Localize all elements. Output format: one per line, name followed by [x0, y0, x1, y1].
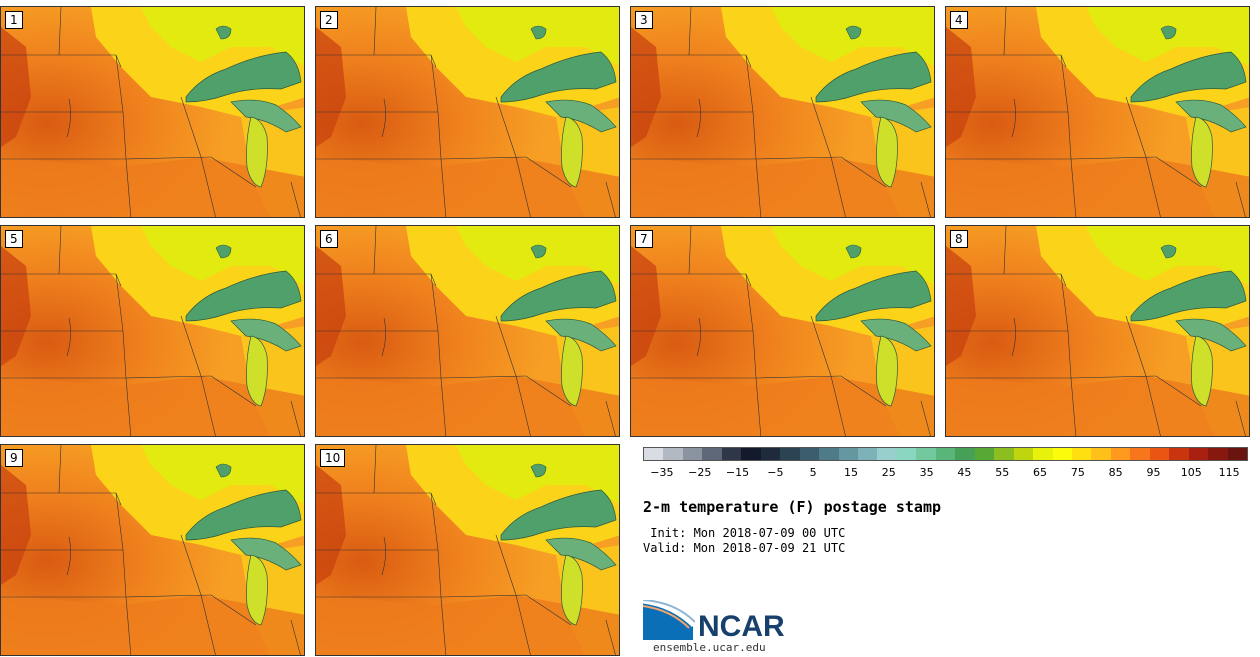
colorbar-tick-label: −25 — [688, 466, 712, 479]
colorbar-swatch — [1033, 448, 1053, 460]
temperature-map — [1, 7, 304, 217]
colorbar-swatch — [1208, 448, 1228, 460]
member-panel: 10 — [315, 444, 620, 656]
temperature-map — [631, 226, 934, 436]
member-number-label: 10 — [320, 449, 346, 467]
colorbar-swatch — [838, 448, 858, 460]
member-number-label: 4 — [950, 11, 968, 29]
member-number-label: 5 — [5, 230, 23, 248]
member-panel: 6 — [315, 225, 620, 437]
colorbar-swatch — [1130, 448, 1150, 460]
colorbar-tick-label: 115 — [1218, 466, 1240, 479]
colorbar-tick-label: 65 — [1033, 466, 1048, 479]
colorbar-swatch — [1110, 448, 1131, 460]
colorbar-swatch — [857, 448, 878, 460]
colorbar-tick-label: 45 — [957, 466, 972, 479]
member-panel: 8 — [945, 225, 1250, 437]
colorbar-swatch — [644, 448, 664, 460]
colorbar-swatch — [916, 448, 936, 460]
member-panel: 9 — [0, 444, 305, 656]
colorbar-swatch — [760, 448, 781, 460]
colorbar-swatch — [1091, 448, 1111, 460]
temperature-map — [631, 7, 934, 217]
website-url[interactable]: ensemble.ucar.edu — [653, 641, 766, 654]
member-number-label: 1 — [5, 11, 23, 29]
colorbar-swatch — [741, 448, 761, 460]
temperature-map — [316, 445, 619, 655]
colorbar-swatch — [702, 448, 722, 460]
member-panel: 2 — [315, 6, 620, 218]
colorbar-swatch — [1013, 448, 1034, 460]
member-panel: 1 — [0, 6, 305, 218]
colorbar-swatch — [682, 448, 703, 460]
temperature-colorbar — [643, 447, 1248, 461]
temperature-map — [946, 226, 1249, 436]
member-number-label: 8 — [950, 230, 968, 248]
colorbar-tick-label: 85 — [1108, 466, 1123, 479]
colorbar-tick-label: −15 — [725, 466, 750, 479]
colorbar-swatch — [935, 448, 956, 460]
member-panel: 3 — [630, 6, 935, 218]
colorbar-swatch — [974, 448, 995, 460]
ncar-logo-icon — [643, 600, 695, 640]
ncar-logo-text: NCAR — [698, 610, 785, 643]
colorbar-swatch — [1227, 448, 1248, 460]
colorbar-tick-label: 55 — [995, 466, 1010, 479]
colorbar-tick-label: 15 — [843, 466, 858, 479]
member-panel: 4 — [945, 6, 1250, 218]
colorbar-swatch — [819, 448, 839, 460]
colorbar-swatch — [1149, 448, 1170, 460]
colorbar-swatch — [663, 448, 683, 460]
member-number-label: 6 — [320, 230, 338, 248]
member-panel: 7 — [630, 225, 935, 437]
colorbar-tick-label: −5 — [767, 466, 784, 479]
colorbar-tick-label: 95 — [1146, 466, 1161, 479]
colorbar-swatch — [1052, 448, 1072, 460]
member-number-label: 2 — [320, 11, 338, 29]
colorbar-swatch — [780, 448, 800, 460]
member-number-label: 7 — [635, 230, 653, 248]
colorbar-swatch — [799, 448, 820, 460]
colorbar-swatch — [1169, 448, 1189, 460]
colorbar-swatch — [994, 448, 1014, 460]
chart-title: 2-m temperature (F) postage stamp — [643, 498, 942, 516]
temperature-map — [1, 226, 304, 436]
colorbar-swatch — [877, 448, 897, 460]
colorbar-tick-label: 25 — [881, 466, 896, 479]
member-number-label: 9 — [5, 449, 23, 467]
colorbar-tick-label: 5 — [809, 466, 817, 479]
colorbar-ticks: −35 −25 −15 −5 5 15 25 35 45 55 65 75 85 95 105 115 — [643, 466, 1248, 482]
member-panel: 5 — [0, 225, 305, 437]
temperature-map — [316, 226, 619, 436]
colorbar-swatch — [955, 448, 975, 460]
init-time: Init: Mon 2018-07-09 00 UTC — [643, 526, 846, 540]
valid-time: Valid: Mon 2018-07-09 21 UTC — [643, 541, 846, 555]
colorbar-swatch — [1071, 448, 1092, 460]
colorbar-swatch — [721, 448, 742, 460]
colorbar-swatch — [896, 448, 917, 460]
colorbar-tick-label: 35 — [919, 466, 934, 479]
temperature-map — [946, 7, 1249, 217]
colorbar-tick-label: 75 — [1070, 466, 1085, 479]
member-number-label: 3 — [635, 11, 653, 29]
colorbar-tick-label: 105 — [1180, 466, 1202, 479]
temperature-map — [1, 445, 304, 655]
colorbar-swatch — [1188, 448, 1209, 460]
temperature-map — [316, 7, 619, 217]
colorbar-tick-label: −35 — [650, 466, 674, 479]
